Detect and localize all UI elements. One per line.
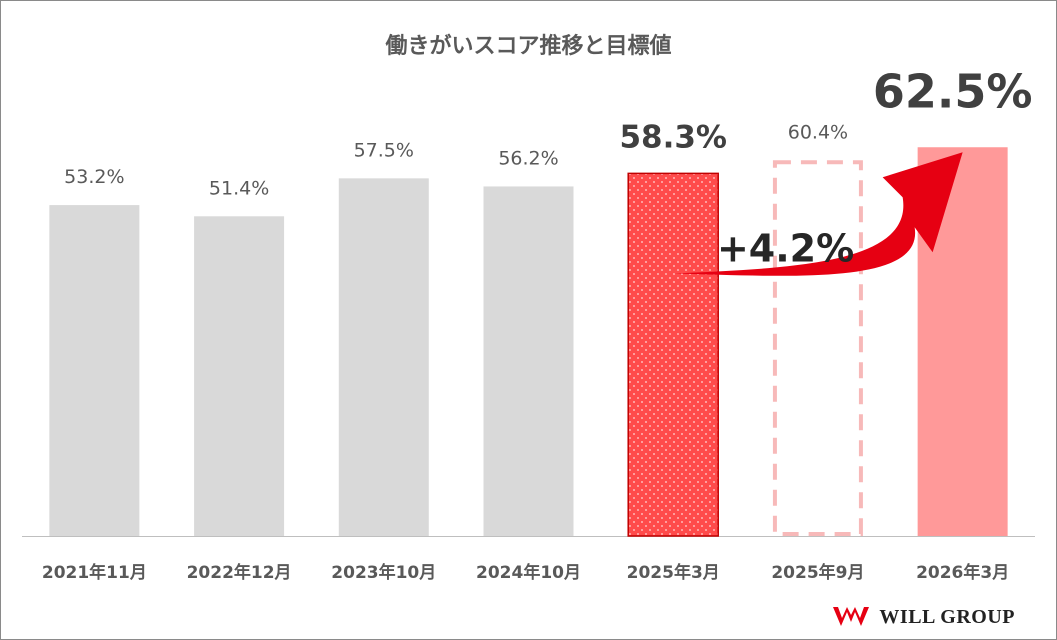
category-label-3: 2024年10月 [476, 562, 581, 583]
bar-1 [194, 216, 285, 537]
category-label-1: 2022年12月 [187, 562, 292, 583]
value-label-6: 62.5% [873, 64, 1033, 118]
category-label-6: 2026年3月 [916, 562, 1009, 583]
chart-title: 働きがいスコア推移と目標値 [385, 34, 672, 59]
bar-0 [49, 205, 140, 536]
category-label-4: 2025年3月 [627, 562, 720, 583]
bar-5 [772, 160, 863, 536]
will-group-logo: WILL GROUP [831, 604, 1015, 630]
value-label-2: 57.5% [354, 139, 414, 161]
bar-3 [483, 186, 574, 536]
category-label-5: 2025年9月 [771, 562, 864, 583]
growth-arrow [673, 152, 963, 276]
category-label-2: 2023年10月 [331, 562, 436, 583]
value-label-3: 56.2% [498, 147, 558, 169]
value-label-5: 60.4% [788, 121, 848, 143]
category-label-0: 2021年11月 [42, 562, 147, 583]
bar-4 [627, 172, 719, 537]
value-label-0: 53.2% [64, 166, 124, 188]
bar-2 [338, 178, 429, 536]
value-label-1: 51.4% [209, 177, 269, 199]
logo-text: WILL GROUP [879, 605, 1015, 628]
growth-annotation: +4.2% [717, 226, 854, 270]
will-group-logo-icon [833, 607, 870, 626]
value-label-4: 58.3% [619, 119, 727, 155]
